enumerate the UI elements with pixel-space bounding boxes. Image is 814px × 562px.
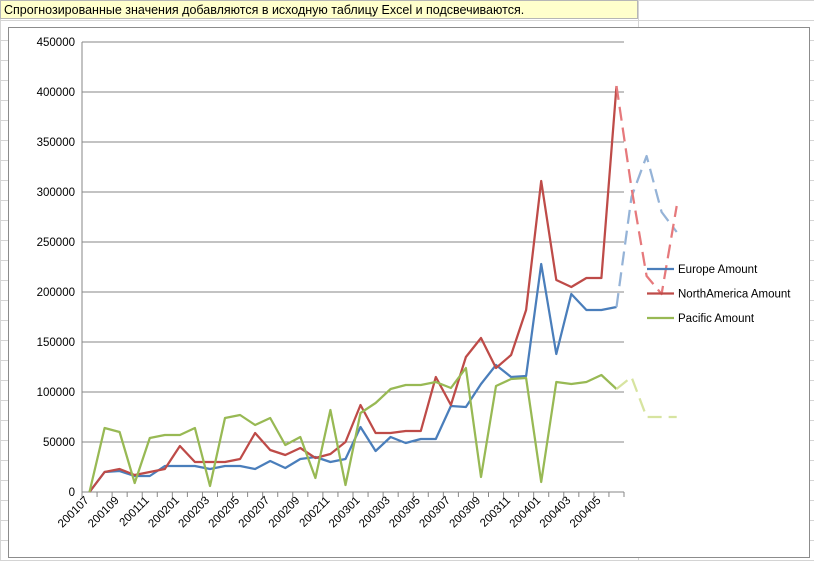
x-tick-label: 200207 xyxy=(237,495,273,531)
series-line-2 xyxy=(90,368,617,492)
y-tick-label: 150000 xyxy=(37,337,75,349)
line-chart: 0 50000 100000 150000 200000 250000 300000 3500… xyxy=(9,28,809,557)
y-tick-label: 400000 xyxy=(37,87,75,99)
x-tick-label: 200201 xyxy=(146,495,182,531)
x-tick-label: 200211 xyxy=(298,495,333,530)
gridlines xyxy=(82,42,624,442)
y-axis-ticks: 0 50000 100000 150000 200000 250000 300000 3500… xyxy=(37,37,75,499)
y-tick-label: 350000 xyxy=(37,137,75,149)
x-tick-label: 200301 xyxy=(327,495,363,531)
x-tick-label: 200303 xyxy=(357,495,393,531)
x-tick-label: 200405 xyxy=(568,495,604,531)
x-tick-label: 200309 xyxy=(447,495,483,531)
legend-label: Europe Amount xyxy=(678,264,758,276)
y-tick-label: 50000 xyxy=(43,437,75,449)
forecast-line-2 xyxy=(617,377,677,417)
legend-label: NorthAmerica Amount xyxy=(678,289,791,301)
note-cell[interactable]: Спрогнозированные значения добавляются в… xyxy=(0,0,638,19)
x-tick-label: 200401 xyxy=(508,495,544,531)
y-tick-label: 200000 xyxy=(37,287,75,299)
chart-area[interactable]: 0 50000 100000 150000 200000 250000 300000 3500… xyxy=(8,27,810,558)
x-tick-label: 200305 xyxy=(387,495,423,531)
forecast-line-0 xyxy=(617,156,677,307)
x-tick-label: 200209 xyxy=(267,495,303,531)
x-tick-label: 200311 xyxy=(478,495,513,530)
y-tick-label: 250000 xyxy=(37,237,75,249)
forecast-line-1 xyxy=(617,86,677,294)
legend: Europe Amount NorthAmerica Amount Pacific … xyxy=(647,264,791,325)
legend-label: Pacific Amount xyxy=(678,313,755,325)
x-axis-ticks: 2001072001092001112002012002032002052002… xyxy=(56,495,604,531)
x-tick-label: 200307 xyxy=(417,495,453,531)
y-tick-label: 300000 xyxy=(37,187,75,199)
x-tick-label: 200403 xyxy=(538,495,574,531)
x-tick-label: 200203 xyxy=(176,495,212,531)
series-lines xyxy=(90,86,677,492)
x-tick-label: 200109 xyxy=(86,495,122,531)
y-tick-label: 100000 xyxy=(37,387,75,399)
x-tick-label: 200107 xyxy=(56,495,92,531)
y-tick-label: 450000 xyxy=(37,37,75,49)
y-tick-label: 0 xyxy=(69,487,75,499)
x-tick-label: 200205 xyxy=(207,495,243,531)
x-tick-label: 200111 xyxy=(117,495,151,529)
